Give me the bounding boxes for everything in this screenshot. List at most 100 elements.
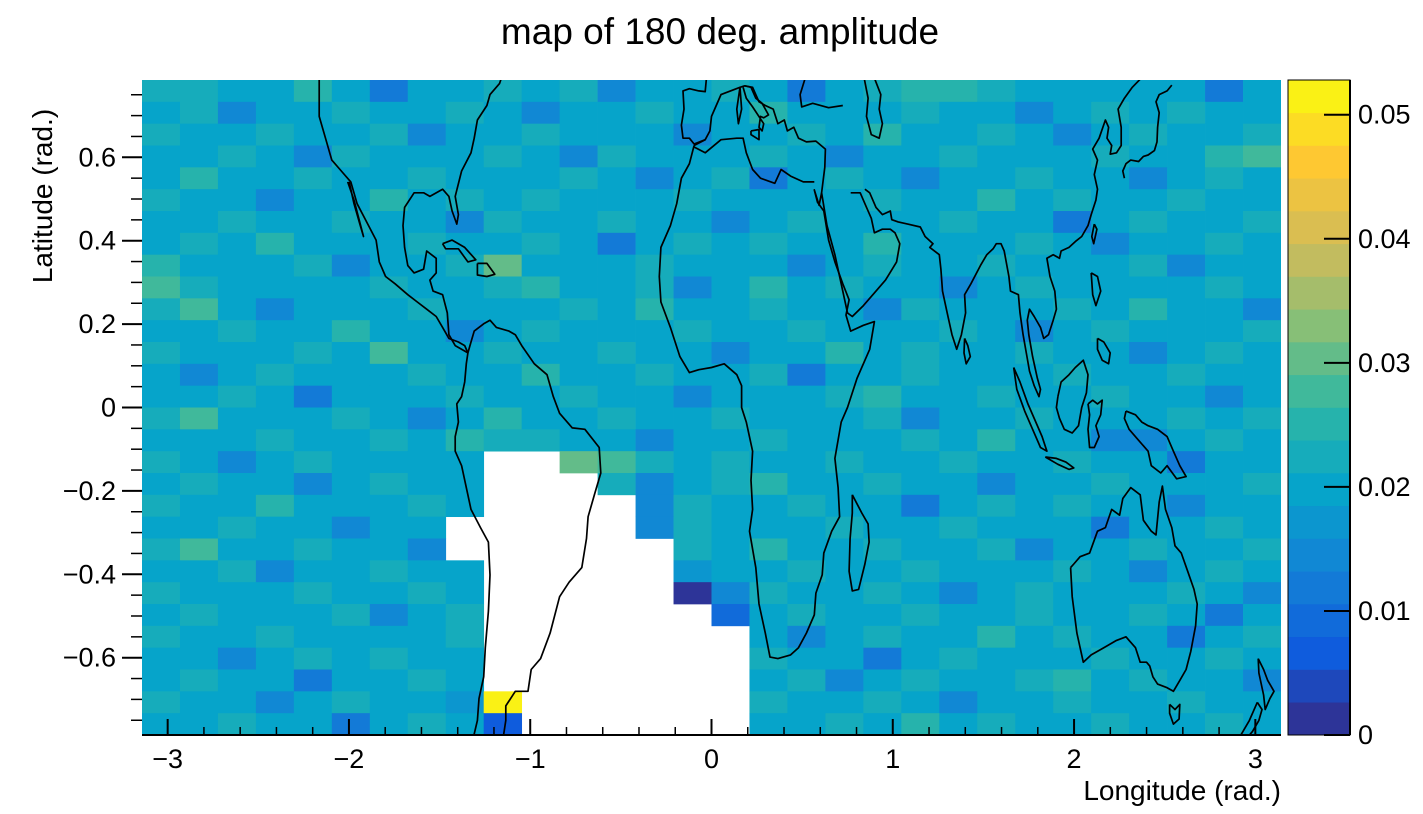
heatmap-cell bbox=[1243, 604, 1281, 627]
heatmap-cell bbox=[369, 516, 409, 539]
heatmap-cell bbox=[1129, 429, 1168, 452]
heatmap-cell bbox=[483, 429, 523, 452]
heatmap-cell bbox=[331, 145, 371, 168]
coastline bbox=[1239, 701, 1263, 735]
heatmap-cell bbox=[407, 669, 447, 692]
heatmap-cell bbox=[369, 167, 409, 190]
heatmap-cell bbox=[711, 429, 750, 452]
heatmap-cell bbox=[1167, 363, 1206, 387]
heatmap-cell bbox=[559, 451, 598, 474]
heatmap-cell bbox=[407, 560, 447, 583]
heatmap-cell bbox=[483, 101, 523, 125]
coastline bbox=[750, 128, 760, 141]
heatmap-cell bbox=[179, 385, 219, 408]
heatmap-cell bbox=[255, 647, 295, 670]
heatmap-cell bbox=[1129, 167, 1168, 190]
heatmap-cell bbox=[863, 582, 902, 605]
heatmap-cell bbox=[255, 494, 295, 518]
heatmap-cell bbox=[217, 669, 257, 692]
coastline bbox=[1123, 410, 1187, 480]
coastline bbox=[454, 352, 491, 735]
heatmap-cell bbox=[635, 276, 674, 299]
heatmap-cell bbox=[901, 538, 940, 561]
heatmap-cell bbox=[825, 494, 864, 518]
heatmap-cell bbox=[217, 211, 257, 234]
heatmap-cell bbox=[1129, 647, 1168, 670]
heatmap-cell bbox=[635, 494, 674, 518]
heatmap-cell bbox=[1053, 342, 1092, 365]
heatmap-cell bbox=[142, 101, 181, 125]
coastline-layer bbox=[318, 80, 1275, 735]
heatmap-cell bbox=[445, 320, 485, 343]
heatmap-cell bbox=[863, 538, 902, 561]
heatmap-cell bbox=[825, 385, 864, 408]
heatmap-cell bbox=[1053, 211, 1092, 234]
heatmap-cell bbox=[1091, 254, 1130, 277]
heatmap-cell bbox=[255, 167, 295, 190]
heatmap-cell bbox=[1129, 276, 1168, 299]
heatmap-cell bbox=[863, 407, 902, 430]
heatmap-cell bbox=[787, 385, 826, 408]
heatmap-cell bbox=[1091, 582, 1130, 605]
heatmap-cell bbox=[977, 80, 1016, 103]
heatmap-cell bbox=[635, 429, 674, 452]
heatmap-cell bbox=[863, 713, 902, 735]
heatmap-cell bbox=[369, 669, 409, 692]
heatmap-cell bbox=[1205, 320, 1244, 343]
heatmap-cell bbox=[1243, 80, 1281, 103]
heatmap-cell bbox=[1205, 145, 1244, 168]
heatmap-cell bbox=[825, 473, 864, 496]
coastline bbox=[1257, 658, 1275, 711]
heatmap-cell bbox=[293, 516, 333, 539]
heatmap-cell bbox=[293, 713, 333, 735]
heatmap-cell bbox=[331, 625, 371, 649]
heatmap-cell bbox=[331, 276, 371, 299]
heatmap-cell bbox=[673, 189, 712, 212]
heatmap-cell bbox=[939, 473, 978, 496]
heatmap-cell bbox=[331, 320, 371, 343]
heatmap-cell bbox=[1205, 473, 1244, 496]
heatmap-cell bbox=[331, 342, 371, 365]
heatmap-cell bbox=[1167, 298, 1206, 321]
heatmap-cell bbox=[1015, 473, 1054, 496]
heatmap-cell bbox=[1129, 494, 1168, 518]
heatmap-cell bbox=[142, 123, 181, 146]
heatmap-cell bbox=[255, 320, 295, 343]
heatmap-cell bbox=[1243, 298, 1281, 321]
heatmap-cell bbox=[559, 276, 598, 299]
heatmap-cell bbox=[217, 560, 257, 583]
heatmap-cell bbox=[142, 189, 181, 212]
heatmap-cell bbox=[711, 538, 750, 561]
heatmap-cell bbox=[1243, 101, 1281, 125]
heatmap-cell bbox=[1015, 298, 1054, 321]
heatmap-cell bbox=[711, 451, 750, 474]
heatmap-cell bbox=[142, 232, 181, 256]
heatmap-cell bbox=[255, 298, 295, 321]
heatmap-cell bbox=[217, 429, 257, 452]
heatmap-cell bbox=[939, 145, 978, 168]
heatmap-cell bbox=[445, 385, 485, 408]
heatmap-cell bbox=[635, 145, 674, 168]
heatmap-cell bbox=[977, 298, 1016, 321]
heatmap-cell bbox=[483, 320, 523, 343]
heatmap-cell bbox=[749, 189, 788, 212]
heatmap-cell bbox=[939, 691, 978, 714]
heatmap-cell bbox=[977, 254, 1016, 277]
colorbar-band bbox=[1288, 440, 1350, 474]
heatmap-cell bbox=[1129, 691, 1168, 714]
heatmap-cell bbox=[142, 145, 181, 168]
heatmap-cell bbox=[559, 363, 598, 387]
heatmap-cell bbox=[1091, 101, 1130, 125]
heatmap-cell bbox=[369, 494, 409, 518]
heatmap-cell bbox=[977, 363, 1016, 387]
heatmap-cell bbox=[711, 494, 750, 518]
heatmap-cell bbox=[901, 232, 940, 256]
heatmap-cell bbox=[255, 582, 295, 605]
heatmap-cell bbox=[1053, 145, 1092, 168]
heatmap-cell bbox=[1015, 604, 1054, 627]
heatmap-cell bbox=[1015, 232, 1054, 256]
heatmap-cell bbox=[787, 232, 826, 256]
heatmap-cell bbox=[673, 101, 712, 125]
heatmap-cell bbox=[939, 298, 978, 321]
heatmap-cell bbox=[749, 451, 788, 474]
